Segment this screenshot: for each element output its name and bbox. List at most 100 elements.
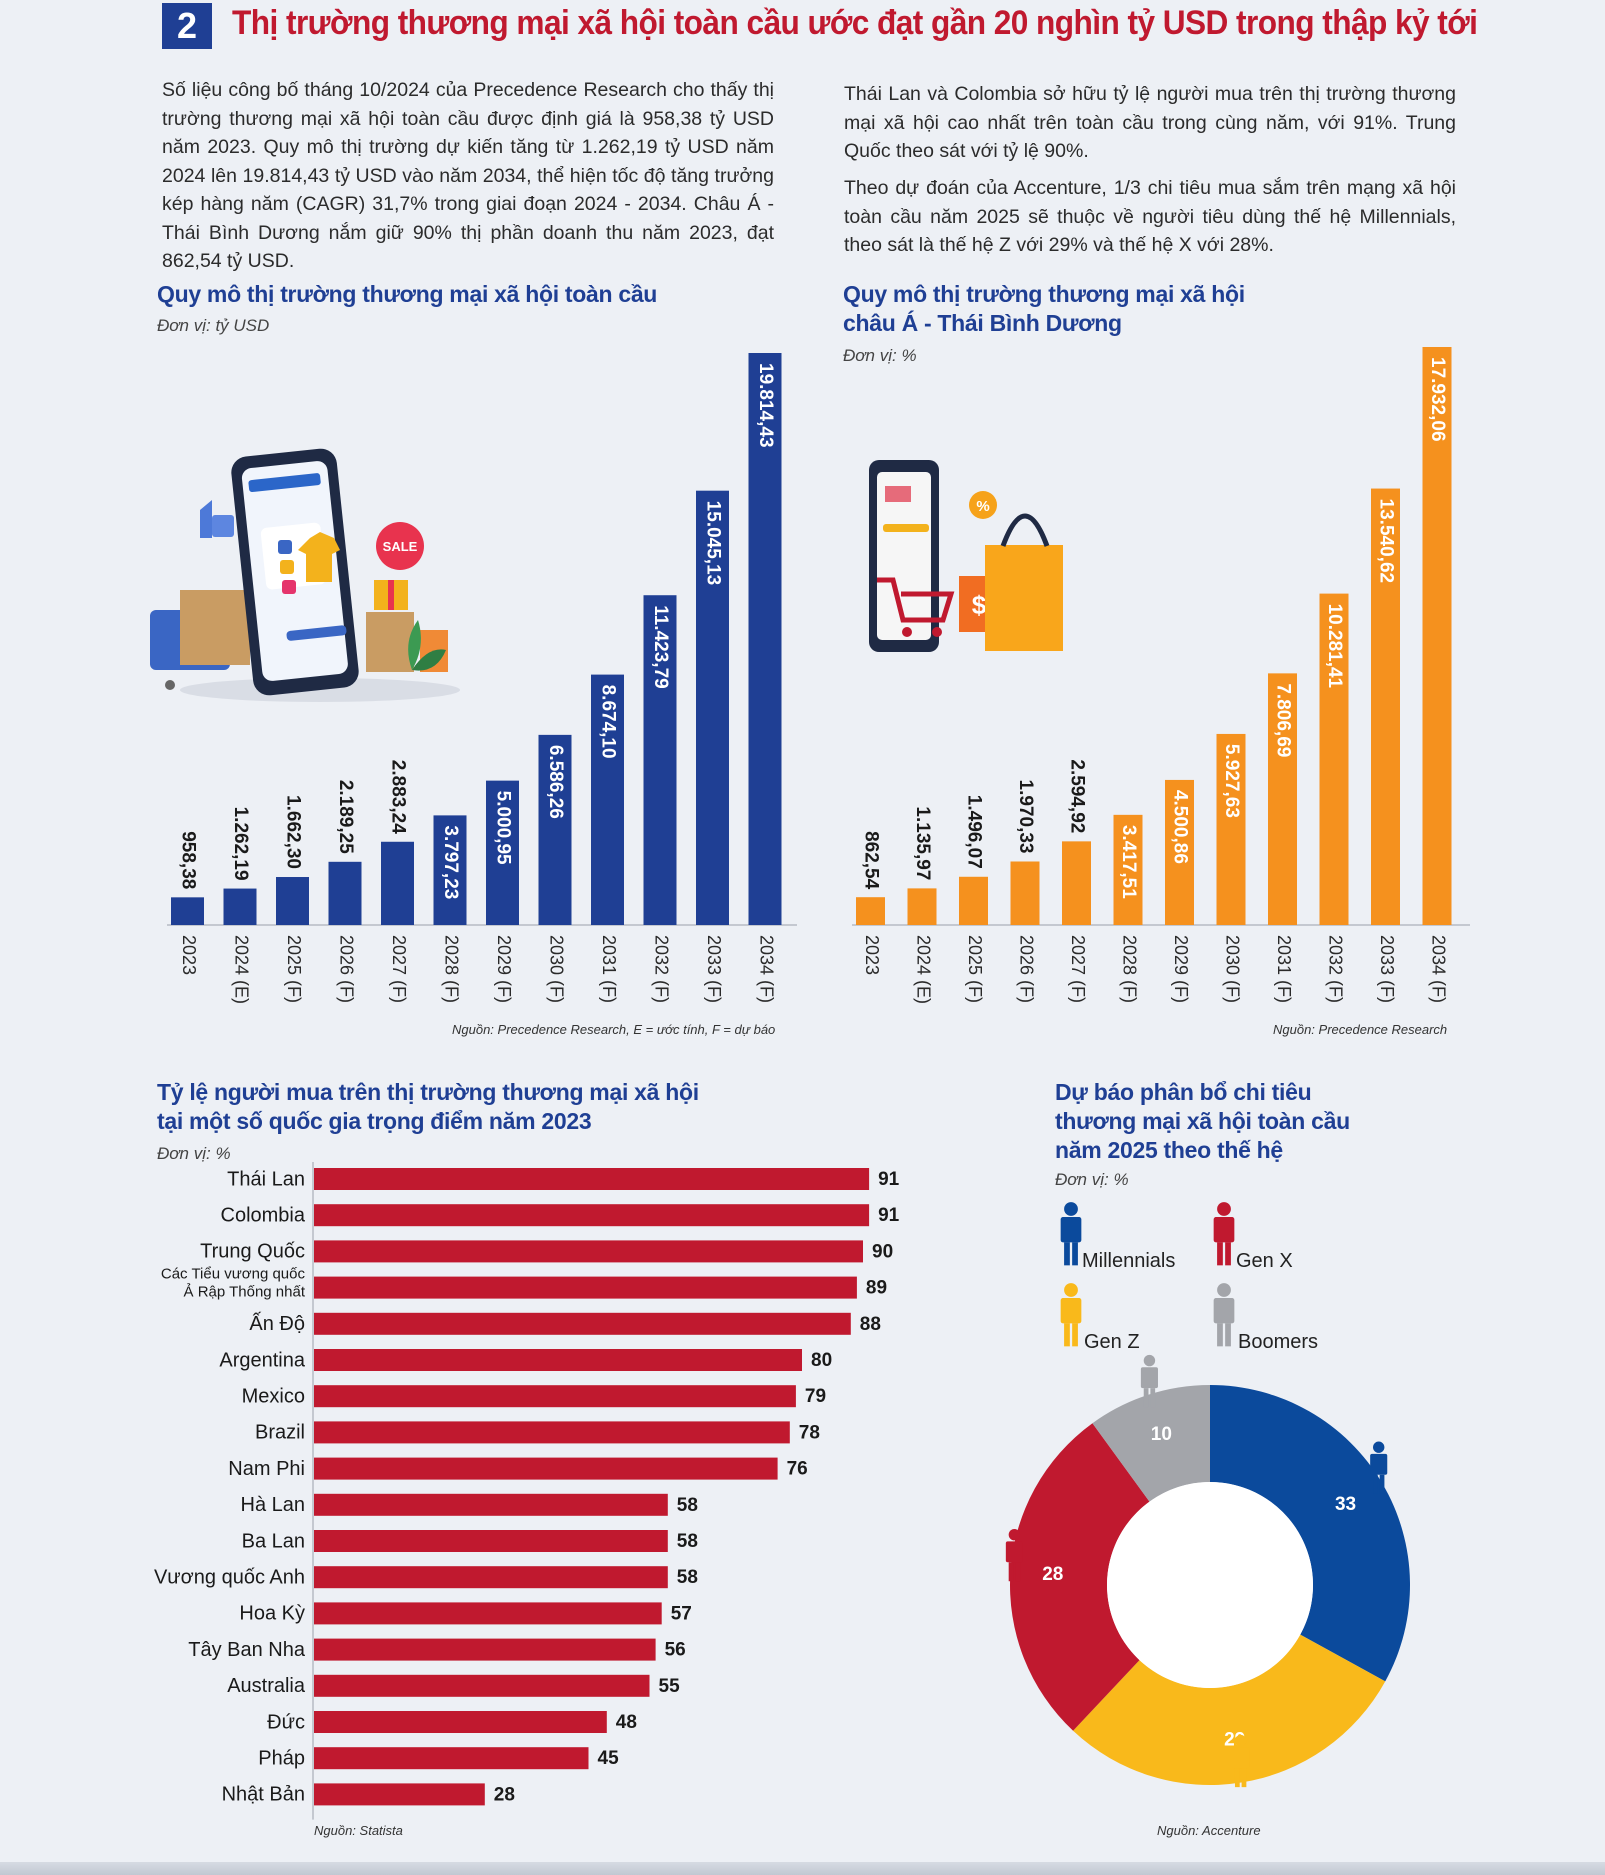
- cart-icon: [877, 577, 955, 623]
- chart-generations-title-line-2: thương mại xã hội toàn cầu: [1055, 1108, 1350, 1134]
- x-tick-label: 2031 (F): [1274, 935, 1294, 1003]
- gen-z-slice-icon: [1232, 1734, 1250, 1788]
- bar-country: [314, 1240, 863, 1263]
- bar-country: [314, 1421, 790, 1444]
- bar-value-label: 2.594,92: [1066, 759, 1087, 833]
- bar-country: [314, 1385, 796, 1408]
- bar-2031-f-: [591, 674, 624, 925]
- bar-country: [314, 1493, 668, 1516]
- gen-z-person-icon: [1060, 1283, 1082, 1347]
- bar-2034-f-: [1422, 347, 1452, 925]
- bar-country: [314, 1204, 870, 1227]
- category-label: Pháp: [258, 1747, 305, 1769]
- category-label: Brazil: [255, 1422, 305, 1444]
- bar-2024-e-: [223, 888, 257, 925]
- category-label: Nam Phi: [228, 1458, 305, 1480]
- chart-generations-unit: Đơn vị: %: [1055, 1170, 1129, 1189]
- legend-label: Gen X: [1236, 1250, 1293, 1272]
- donut-hole: [1107, 1482, 1313, 1688]
- donut-slice-millennials: [1210, 1385, 1410, 1682]
- svg-text:$: $: [972, 590, 987, 620]
- donut-slice-boomers: [1092, 1385, 1210, 1502]
- category-label: Ba Lan: [242, 1530, 305, 1552]
- bar-value-label: 15.045,13: [702, 501, 723, 586]
- bar-2027-f-: [1062, 841, 1091, 925]
- bar-2029-f-: [1165, 779, 1194, 925]
- bar-value-label: 45: [598, 1748, 620, 1769]
- bar-2033-f-: [696, 490, 729, 925]
- x-tick-label: 2027 (F): [1068, 935, 1088, 1003]
- slice-value-label: 28: [1042, 1564, 1063, 1585]
- bottom-divider: [0, 1862, 1605, 1875]
- x-tick-label: 2034 (F): [1428, 935, 1448, 1003]
- bar-value-label: 58: [677, 1495, 698, 1516]
- x-tick-label: 2032 (F): [1325, 935, 1345, 1003]
- bar-value-label: 28: [494, 1784, 515, 1805]
- bar-value-label: 1.135,97: [912, 806, 933, 880]
- x-tick-label: 2030 (F): [1222, 935, 1242, 1003]
- x-tick-label: 2029 (F): [1171, 935, 1191, 1003]
- intro-paragraph-right-2: Theo dự đoán của Accenture, 1/3 chi tiêu…: [844, 177, 1456, 256]
- chart-generations-title-line-3: năm 2025 theo thế hệ: [1055, 1137, 1283, 1163]
- bar-2025-f-: [959, 876, 988, 925]
- category-label: Argentina: [219, 1349, 305, 1371]
- bar-value-label: 57: [671, 1603, 692, 1624]
- millennials-slice-icon: [1370, 1441, 1388, 1494]
- intro-paragraph-right-1: Thái Lan và Colombia sở hữu tỷ lệ người …: [844, 83, 1456, 162]
- bar-value-label: 3.417,51: [1118, 825, 1139, 899]
- bar-value-label: 88: [860, 1314, 881, 1335]
- percent-tag-icon: [969, 491, 997, 519]
- bar-value-label: 11.423,79: [650, 605, 671, 688]
- bar-2026-f-: [1010, 861, 1040, 925]
- x-tick-label: 2026 (F): [336, 935, 356, 1003]
- chart-countries-svg: 91 Thái Lan 91 Colombia 90 Trung Quốc 89 Các Ti…: [154, 1162, 900, 1820]
- bar-country: [314, 1276, 857, 1299]
- plant-icon: [408, 620, 421, 670]
- chart-countries-bars: 91 Thái Lan 91 Colombia 90 Trung Quốc 89 Các Ti…: [154, 1162, 900, 1820]
- chart-apac-source: Nguồn: Precedence Research: [1273, 1022, 1448, 1037]
- bar-value-label: 58: [677, 1567, 698, 1588]
- bar-2034-f-: [748, 353, 782, 925]
- bar-value-label: 55: [659, 1676, 681, 1697]
- gen-x-person-icon: [1213, 1202, 1235, 1266]
- bar-value-label: 3.797,23: [440, 825, 461, 899]
- category-label: Đức: [267, 1711, 305, 1733]
- x-tick-label: 2024 (E): [913, 935, 933, 1004]
- bar-2028-f-: [1113, 814, 1143, 925]
- bar-2023: [171, 897, 204, 925]
- bar-value-label: 91: [878, 1205, 900, 1226]
- chart-apac-svg: $ % 862,54 2023 1.135,97 2024 (E) 1.496,07 20…: [852, 347, 1470, 1004]
- category-label: Colombia: [221, 1204, 306, 1226]
- bar-country: [314, 1168, 870, 1190]
- donut-slice-gen-z: [1073, 1634, 1386, 1785]
- x-tick-label: 2033 (F): [1377, 935, 1397, 1003]
- bar-value-label: 10.281,41: [1324, 604, 1345, 689]
- bar-value-label: 1.662,30: [282, 795, 303, 869]
- chart-countries-title-line-1: Tỷ lệ người mua trên thị trường thương m…: [157, 1079, 699, 1105]
- bar-2026-f-: [328, 861, 362, 925]
- bar-value-label: 91: [878, 1169, 900, 1190]
- legend-label: Boomers: [1238, 1331, 1318, 1353]
- bar-country: [314, 1711, 607, 1733]
- bar-value-label: 48: [616, 1712, 637, 1733]
- thumbs-up-icon: [200, 500, 212, 538]
- bar-2031-f-: [1268, 673, 1297, 925]
- bar-country: [314, 1747, 589, 1770]
- bar-value-label: 78: [799, 1422, 820, 1443]
- bar-country: [314, 1312, 851, 1335]
- x-tick-label: 2032 (F): [651, 935, 671, 1003]
- chart-global-bars: 958,38 2023 1.262,19 2024 (E) 1.662,30 2025 (…: [167, 353, 797, 1004]
- category-label: Tây Ban Nha: [188, 1639, 306, 1661]
- phone-shopping-illustration: SALE: [150, 448, 460, 702]
- bar-value-label: 90: [872, 1241, 893, 1262]
- x-tick-label: 2029 (F): [494, 935, 514, 1003]
- bar-value-label: 7.806,69: [1272, 683, 1293, 757]
- bar-2028-f-: [433, 815, 467, 925]
- category-label: Mexico: [242, 1385, 305, 1407]
- bar-country: [314, 1349, 802, 1371]
- category-label: Ấn Độ: [249, 1312, 305, 1335]
- chart-global-title: Quy mô thị trường thương mại xã hội toàn…: [157, 281, 658, 307]
- x-tick-label: 2031 (F): [599, 935, 619, 1003]
- bar-value-label: 8.674,10: [597, 685, 618, 759]
